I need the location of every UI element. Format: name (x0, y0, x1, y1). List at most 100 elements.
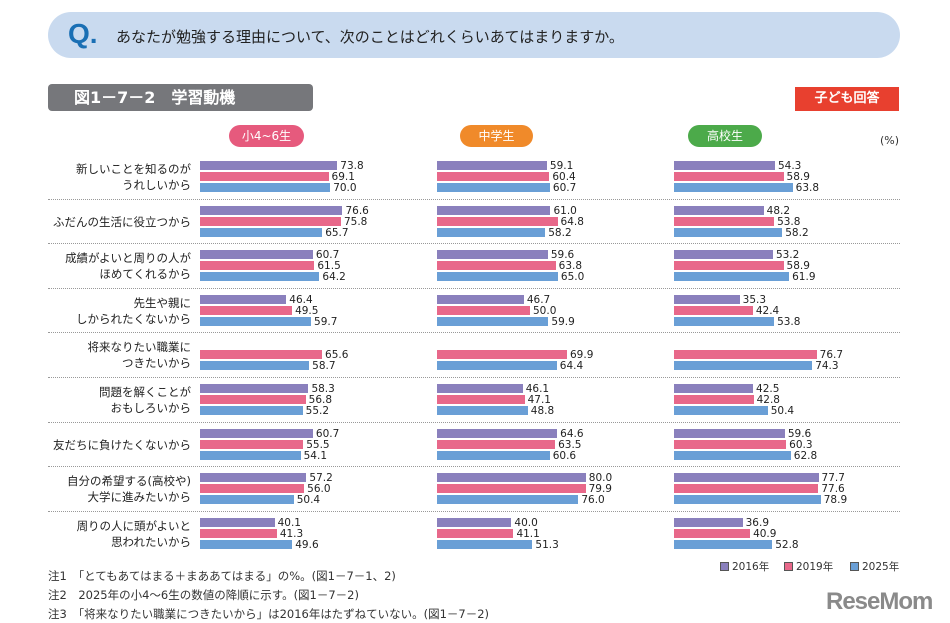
data-label: 64.4 (559, 360, 584, 373)
data-label: 59.6 (550, 249, 575, 262)
category-label-line: つきたいから (122, 356, 191, 371)
data-label: 50.0 (533, 304, 557, 317)
bar-2019年 (437, 216, 558, 226)
bar-2019年 (437, 395, 525, 404)
data-label: 76.7 (819, 349, 844, 362)
data-label: 64.2 (322, 271, 346, 284)
category-label-line: 新しいことを知るのが (76, 162, 191, 176)
legend-2016: 2016年 (720, 559, 769, 574)
bar-2025年 (437, 495, 579, 505)
question-text: あなたが勉強する理由について、次のことはどれくらいあてはまりますか。 (116, 28, 624, 46)
bar-2019年 (437, 350, 567, 360)
row-separator (48, 287, 900, 289)
bar-2025年 (674, 272, 790, 282)
data-label: 77.6 (821, 483, 845, 496)
data-label: 57.2 (309, 472, 333, 485)
bar-2016年 (200, 205, 343, 215)
data-label: 40.1 (277, 516, 301, 529)
legend-swatch (784, 562, 793, 571)
bar-2019年 (200, 305, 293, 315)
bar-2025年 (200, 495, 294, 505)
data-label: 54.1 (303, 449, 328, 462)
figure-title: 図1－7－2 学習動機 (48, 84, 313, 111)
resemom-logo: ReseMom (826, 588, 933, 615)
bar-2016年 (200, 428, 313, 438)
row-separator (48, 377, 900, 378)
category-label: ふだんの生活に役立つから (48, 214, 191, 230)
data-label: 58.2 (785, 226, 809, 239)
bar-2016年 (674, 428, 785, 438)
panel-label-high-school: 高校生 (688, 125, 762, 147)
data-label: 78.9 (823, 494, 848, 507)
question-banner: Q. あなたが勉強する理由について、次のことはどれくらいあてはまりますか。 (48, 12, 900, 58)
data-label: 64.8 (560, 215, 584, 228)
bar-2019年 (437, 439, 556, 449)
bar-2016年 (200, 384, 309, 393)
legend-2025: 2025年 (850, 559, 899, 574)
data-label: 60.7 (552, 182, 577, 194)
category-label-line: しかられたくないから (76, 311, 191, 326)
category-label-line: 将来なりたい職業に (87, 340, 192, 355)
data-label: 63.5 (558, 438, 582, 451)
category-label: 周りの人に頭がよいと 思われたいから (48, 518, 191, 550)
bar-2016年 (437, 473, 586, 483)
bar-2025年 (674, 361, 813, 371)
data-label: 47.1 (527, 394, 551, 406)
bar-2019年 (674, 216, 775, 226)
bar-2025年 (437, 361, 557, 371)
bar-2019年 (437, 261, 556, 271)
category-label: 先生や親に しかられたくないから (48, 295, 191, 327)
data-label: 60.4 (552, 171, 576, 183)
data-label: 53.8 (777, 315, 801, 328)
bar-2025年 (200, 272, 320, 282)
category-label-line: おもしろいから (110, 401, 192, 415)
bar-2025年 (674, 539, 773, 549)
bar-2016年 (437, 384, 523, 393)
panel-label-junior-high: 中学生 (460, 125, 533, 147)
bar-2019年 (437, 172, 550, 181)
data-label: 35.3 (742, 293, 767, 306)
data-label: 65.0 (560, 271, 585, 284)
category-label-line: 先生や親に (133, 295, 192, 310)
category-label: 問題を解くことが おもしろいから (48, 384, 191, 416)
bar-2019年 (200, 261, 315, 271)
data-label: 60.3 (789, 438, 813, 451)
legend-swatch (720, 562, 729, 571)
bar-2025年 (200, 316, 312, 326)
data-label: 76.0 (581, 494, 605, 507)
bar-2019年 (674, 305, 753, 315)
data-label: 60.6 (552, 449, 577, 462)
question-mark: Q. (68, 18, 98, 49)
category-label: 新しいことを知るのが うれしいから (48, 161, 191, 193)
category-label: 友だちに負けたくないから (48, 437, 191, 453)
bar-2019年 (200, 528, 277, 538)
data-label: 40.0 (514, 516, 538, 529)
data-label: 58.2 (548, 226, 572, 239)
bar-2016年 (674, 517, 743, 527)
bar-2016年 (674, 250, 773, 260)
bar-2016年 (200, 161, 338, 170)
row-separator (48, 198, 900, 200)
data-label: 53.8 (777, 215, 801, 228)
bar-2016年 (437, 428, 558, 438)
row-separator (48, 466, 900, 468)
bar-2025年 (200, 406, 303, 415)
bar-2019年 (200, 439, 304, 449)
data-label: 65.7 (325, 226, 349, 239)
legend-swatch (850, 562, 859, 571)
bar-2019年 (674, 439, 787, 449)
bar-2025年 (200, 227, 323, 237)
data-label: 49.5 (295, 304, 319, 317)
data-label: 41.3 (279, 527, 304, 540)
bar-2019年 (437, 528, 514, 538)
data-label: 54.3 (777, 160, 802, 172)
data-label: 59.6 (787, 427, 812, 440)
data-label: 73.8 (340, 160, 364, 172)
data-label: 49.6 (295, 538, 319, 551)
data-label: 69.1 (331, 171, 355, 183)
bar-2016年 (437, 161, 547, 170)
bar-2016年 (200, 473, 307, 483)
data-label: 50.4 (296, 494, 321, 507)
category-label-line: 自分の希望する(高校や) (67, 474, 191, 489)
data-label: 58.7 (312, 360, 336, 373)
